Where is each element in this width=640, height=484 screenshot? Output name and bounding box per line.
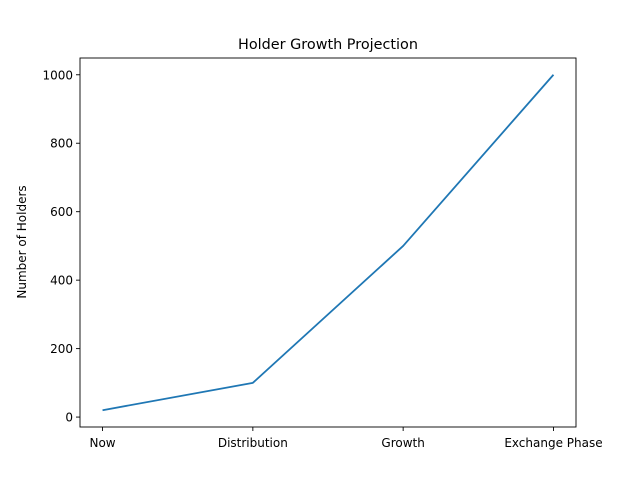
- plot-frame: [80, 58, 576, 427]
- y-tick-label: 200: [50, 342, 73, 356]
- chart-title: Holder Growth Projection: [238, 37, 418, 53]
- y-axis-label: Number of Holders: [15, 185, 29, 298]
- x-tick-label: Now: [89, 436, 115, 450]
- y-tick-label: 0: [65, 411, 73, 425]
- y-tick-label: 400: [50, 274, 73, 288]
- series-line: [103, 75, 554, 410]
- y-tick-label: 800: [50, 137, 73, 151]
- x-tick-label: Growth: [381, 436, 424, 450]
- y-tick-label: 1000: [42, 68, 73, 82]
- x-tick-label: Exchange Phase: [504, 436, 602, 450]
- y-tick-label: 600: [50, 205, 73, 219]
- x-tick-label: Distribution: [218, 436, 288, 450]
